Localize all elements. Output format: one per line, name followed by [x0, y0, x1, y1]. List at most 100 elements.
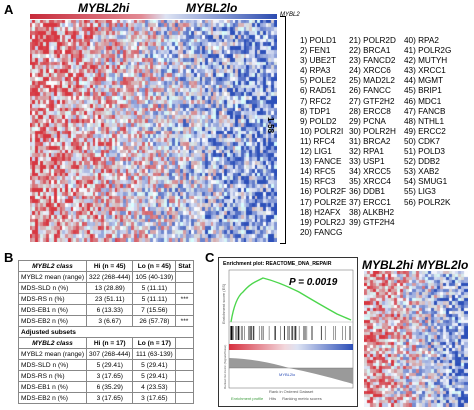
gene-item: 42) MUTYH [404, 56, 448, 66]
table-cell [175, 392, 194, 404]
gene-item: 27) GTF2H2 [349, 96, 395, 106]
table-cell: MDS-EB1 n (%) [17, 381, 88, 393]
table-cell: 3 (17.65) [86, 370, 134, 382]
gsea-x-axis-label: Rank in Ordered Dataset [269, 389, 314, 394]
gsea-p-value: P = 0.0019 [289, 277, 338, 288]
table-cell [175, 348, 194, 360]
gene-item: 37) ERCC1 [349, 197, 391, 207]
table-cell: 3 (17.65) [86, 392, 134, 404]
gsea-lo-label: MYBL2lo [279, 372, 296, 377]
gene-item: 19) POLR2J [300, 217, 346, 227]
gene-item: 48) NTHL1 [404, 116, 445, 126]
table-header: Hi (n = 45) [86, 260, 134, 272]
gene-item: 50) CDK7 [404, 136, 440, 146]
gene-item: 6) RAD51 [300, 86, 336, 96]
table-cell: 7 (15.56) [132, 304, 177, 316]
gene-item: 31) BRCA2 [349, 136, 391, 146]
gene-item: 52) DDB2 [404, 157, 440, 167]
table-cell: 307 (268-444) [86, 348, 134, 360]
table-cell: 23 (51.11) [86, 293, 134, 305]
table-row: MDS-EB1 n (%) 6 (35.29) 4 (23.53) [17, 381, 194, 393]
table-cell: MDS-SLD n (%) [17, 282, 88, 294]
gene-item: 16) POLR2F [300, 187, 346, 197]
gene-item: 36) DDB1 [349, 187, 385, 197]
table-cell: MDS-EB2 n (%) [17, 315, 88, 327]
table-row: MDS-EB1 n (%) 6 (13.33) 7 (15.56) [17, 304, 194, 316]
table-row: MYBL2 mean (range) 322 (268-444) 105 (40… [17, 271, 194, 283]
table-cell: *** [175, 293, 194, 305]
gene-item: 15) RFC3 [300, 177, 336, 187]
hit-marks [230, 326, 351, 340]
gene-item: 46) MDC1 [404, 96, 442, 106]
table-cell: MDS-EB2 n (%) [17, 392, 88, 404]
table-cell: 5 (29.41) [86, 359, 134, 371]
table-row: MDS-SLD n (%) 5 (29.41) 5 (29.41) [17, 359, 194, 371]
table-cell: MYBL2 mean (range) [17, 348, 88, 360]
table-cell: MDS-RS n (%) [17, 293, 88, 305]
heatmap-a-title-hi: MYBL2hi [78, 1, 130, 15]
table-header [175, 337, 194, 349]
table-header-row: MYBL2 class Hi (n = 17) Lo (n = 17) [17, 337, 194, 349]
table-row: MYBL2 mean (range) 307 (268-444) 111 (63… [17, 348, 194, 360]
table-cell: MYBL2 mean (range) [17, 271, 88, 283]
gene-item: 44) MGMT [404, 76, 444, 86]
rank-metric-area [229, 354, 353, 384]
gsea-legend: Enrichment profile Hits Ranking metric s… [231, 396, 322, 401]
table-cell: MDS-SLD n (%) [17, 359, 88, 371]
gene-item: 47) FANCB [404, 106, 446, 116]
mybl2-expression-bar [30, 14, 277, 19]
table-header: MYBL2 class [17, 260, 88, 272]
gene-range-bracket [280, 16, 286, 244]
table-cell: 6 (13.33) [86, 304, 134, 316]
gene-item: 49) ERCC2 [404, 126, 446, 136]
stats-table-wrap: MYBL2 class Hi (n = 45) Lo (n = 45) Stat… [17, 260, 194, 404]
gsea-svg [228, 269, 354, 389]
heatmap-a-title-lo: MYBL2lo [186, 1, 238, 15]
heatmap-c [364, 271, 468, 407]
gene-item: 14) RFC5 [300, 167, 336, 177]
gene-list-col-2: 21) POLR2D 22) BRCA1 23) FANCD2 24) XRCC… [349, 36, 396, 228]
table-cell: 26 (57.78) [132, 315, 177, 327]
table-row: MDS-EB2 n (%) 3 (17.65) 3 (17.65) [17, 392, 194, 404]
gsea-plot: Enrichment plot: REACTOME_DNA_REPAIR P =… [218, 257, 358, 407]
table-cell: 111 (63-139) [132, 348, 177, 360]
table-cell: 6 (35.29) [86, 381, 134, 393]
gene-item: 7) RFC2 [300, 96, 331, 106]
gene-item: 9) POLD2 [300, 116, 337, 126]
table-cell [175, 359, 194, 371]
gene-item: 39) GTF2H4 [349, 217, 395, 227]
table-cell: 3 (6.67) [86, 315, 134, 327]
gene-item: 8) TDP1 [300, 106, 331, 116]
metric-axis-label: Ranked list metric (Signal2Noise) [223, 344, 227, 389]
gene-item: 23) FANCD2 [349, 56, 396, 66]
table-cell: 5 (11.11) [132, 293, 177, 305]
legend-es: Enrichment profile [231, 396, 264, 401]
table-header: Lo (n = 45) [132, 260, 177, 272]
gene-item: 55) LIG3 [404, 187, 436, 197]
table-cell: MDS-EB1 n (%) [17, 304, 88, 316]
table-cell [175, 381, 194, 393]
table-row: MDS-RS n (%) 23 (51.11) 5 (11.11) *** [17, 293, 194, 305]
metric-axis-label-wrap: Ranked list metric (Signal2Noise) [223, 345, 229, 391]
gene-item: 12) LIG1 [300, 147, 332, 157]
gene-item: 28) ERCC8 [349, 106, 391, 116]
gene-item: 38) ALKBH2 [349, 207, 395, 217]
panel-c-letter: C [205, 250, 215, 265]
table-cell: 5 (29.41) [132, 359, 177, 371]
gene-item: 41) POLR2G [404, 46, 452, 56]
gene-item: 29) PCNA [349, 116, 386, 126]
gene-item: 22) BRCA1 [349, 46, 391, 56]
gene-item: 17) POLR2E [300, 197, 347, 207]
table-row: MDS-RS n (%) 3 (17.65) 5 (29.41) [17, 370, 194, 382]
mybl2-bar-label: MYBL2 [280, 12, 300, 18]
table-subheading-row: Adjusted subsets [18, 326, 194, 338]
legend-hits: Hits [269, 396, 277, 401]
panel-b-letter: B [4, 250, 14, 265]
gene-item: 35) XRCC4 [349, 177, 391, 187]
gene-item: 32) RPA1 [349, 147, 384, 157]
gene-item: 54) SMUG1 [404, 177, 448, 187]
table-header-row: MYBL2 class Hi (n = 45) Lo (n = 45) Stat [17, 260, 194, 272]
table-cell [175, 271, 194, 283]
gene-item: 11) RFC4 [300, 136, 335, 146]
gene-item: 25) MAD2L2 [349, 76, 395, 86]
